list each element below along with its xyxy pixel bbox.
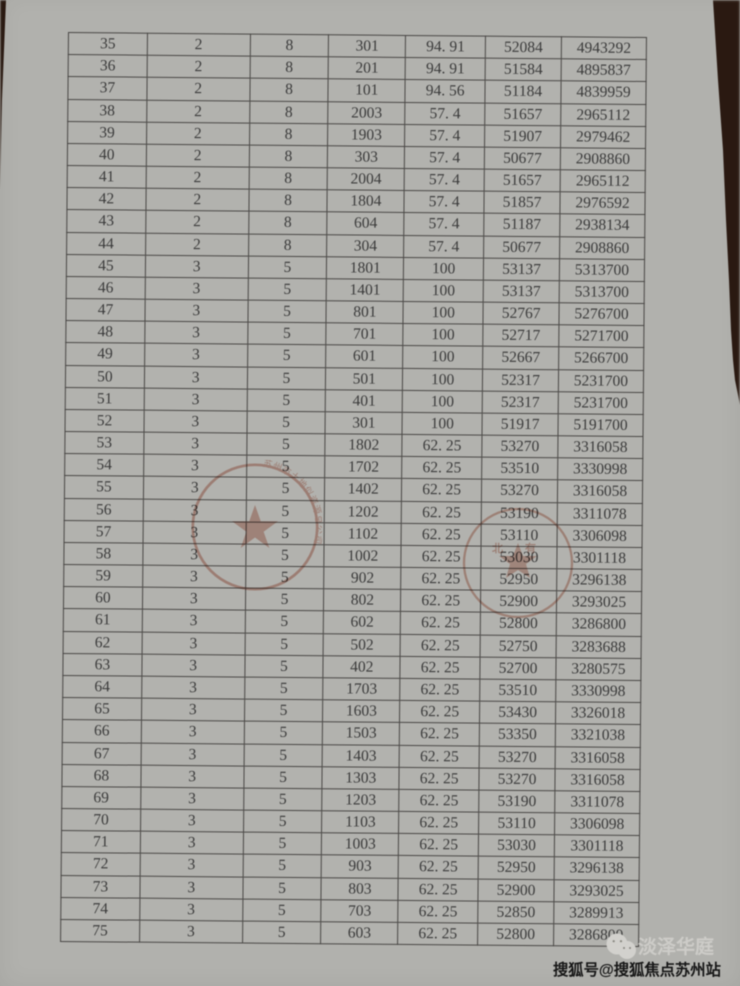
svg-text:苏州市土地似资源总公司​​​​​​​​​​: 苏州市土地似资源总公司​​​​​​​​​​	[262, 460, 322, 546]
svg-text:北 有: 北 有	[492, 541, 536, 555]
